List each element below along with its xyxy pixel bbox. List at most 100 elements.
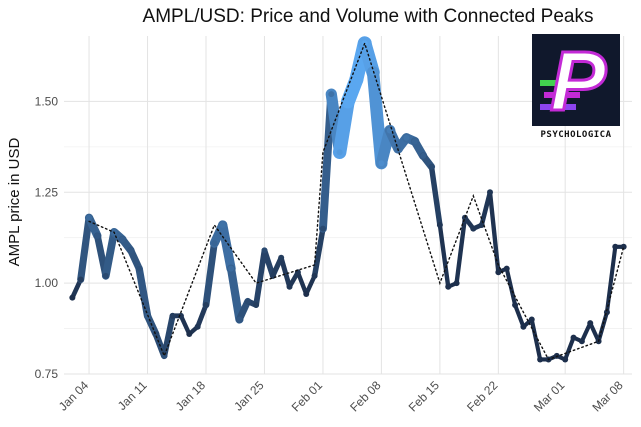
price-point [461,214,468,221]
y-tick-label: 1.00 [35,276,59,290]
price-point [311,272,318,279]
price-point [420,152,427,159]
price-line-segment [529,317,543,362]
price-point [453,280,460,287]
price-point [94,232,101,239]
price-point [303,291,310,298]
price-point [86,214,93,221]
price-point [537,356,544,363]
price-point [194,323,201,330]
grid-lines [64,36,632,375]
y-tick-labels: 0.75 1.00 1.25 1.50 [35,94,59,381]
logo-band [540,80,576,86]
peak-connector-line [88,41,625,361]
logo-wordmark: PSYCHOLOGICA [540,130,611,140]
price-line-segment [202,239,218,309]
price-point [161,352,168,359]
x-tick-label: Jan 11 [115,378,150,413]
price-line-segment [332,94,355,160]
y-tick-label: 0.75 [35,367,59,381]
price-point [411,138,418,145]
price-point [587,320,594,327]
price-point [261,247,268,254]
x-tick-labels: Jan 04 Jan 11 Jan 18 Jan 25 Feb 01 Feb 08 Feb … [56,378,626,415]
price-line-segment [135,264,152,320]
price-point [503,265,510,272]
price-point [228,265,235,272]
price-point [570,334,577,341]
price-line-segment [261,247,276,279]
price-point [77,276,84,283]
x-tick-label: Mar 01 [531,378,568,415]
x-tick-label: Feb 08 [347,378,384,415]
price-line-segment [579,321,593,344]
price-point [470,225,477,232]
price-line-segment [295,270,309,297]
price-point [512,301,519,308]
x-tick-label: Feb 15 [406,378,443,415]
price-point [612,243,619,250]
price-line-segment [563,335,576,362]
price-point [478,221,485,228]
price-point [528,316,535,323]
price-point [520,323,527,330]
price-line-segment [278,255,292,290]
connected-peaks [88,41,625,361]
x-tick-label: Feb 01 [289,378,326,415]
price-point [436,221,443,228]
x-tick-label: Feb 22 [464,378,501,415]
price-point [127,247,134,254]
chart-title: AMPL/USD: Price and Volume with Connecte… [143,6,594,27]
x-tick-label: Jan 18 [173,378,209,414]
price-point [136,265,143,272]
x-tick-label: Jan 04 [56,378,92,414]
price-line-segment [487,190,501,275]
price-point [445,283,452,290]
price-point [278,254,285,261]
y-tick-label: 1.50 [35,94,59,108]
price-line-segment [77,214,93,284]
price-point [345,98,351,105]
price-point [203,301,209,308]
logo-letter: P [550,34,607,128]
price-point [236,316,243,323]
price-point [403,134,410,141]
price-point [428,163,435,170]
price-point [119,236,126,243]
price-point [562,356,569,363]
price-line-segment [513,302,526,329]
price-point [286,283,293,290]
price-point [487,189,493,196]
price-point [211,240,218,247]
price-line-segment [454,215,468,286]
price-point [319,225,326,232]
price-point [620,243,627,250]
y-axis-label: AMPL price in USD [6,138,23,267]
price-point [495,269,502,276]
price-point [219,221,226,228]
price-point [336,149,343,156]
price-point [378,160,385,167]
price-line-segment [504,266,518,307]
price-line-segment [235,297,252,323]
price-line-segment [101,228,118,280]
price-line-segment [588,321,601,344]
price-line-segment [304,273,317,297]
price-point [370,69,377,76]
price-line-segment [195,302,209,330]
price-point [69,294,76,301]
x-tick-label: Mar 08 [589,378,626,415]
price-point [102,272,109,279]
price-point [328,91,335,98]
price-line-segment [311,225,326,279]
price-line-segment [428,164,443,228]
price-line-segment [161,312,176,359]
price-point [578,338,585,345]
y-tick-label: 1.25 [35,185,59,199]
price-point [186,331,193,338]
price-line-segment [253,247,268,308]
x-tick-label: Jan 25 [231,378,267,414]
price-point [169,312,176,319]
logo-band [540,104,576,110]
price-line-segment [437,222,451,289]
